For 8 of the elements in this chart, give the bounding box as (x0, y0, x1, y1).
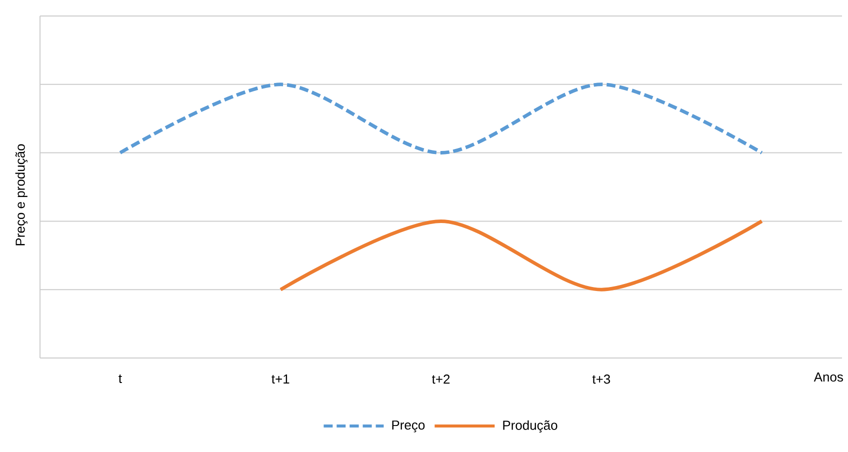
x-axis-title: Anos (814, 372, 843, 382)
x-tick-label: t+3 (592, 374, 610, 384)
x-tick-label: t+1 (272, 374, 290, 384)
x-tick-label: t+2 (432, 374, 450, 384)
x-tick-label: t (118, 374, 122, 384)
y-axis-title: Preço e produção (15, 144, 28, 246)
legend-label: Preço (392, 420, 425, 432)
legend-label: Produção (503, 420, 558, 433)
